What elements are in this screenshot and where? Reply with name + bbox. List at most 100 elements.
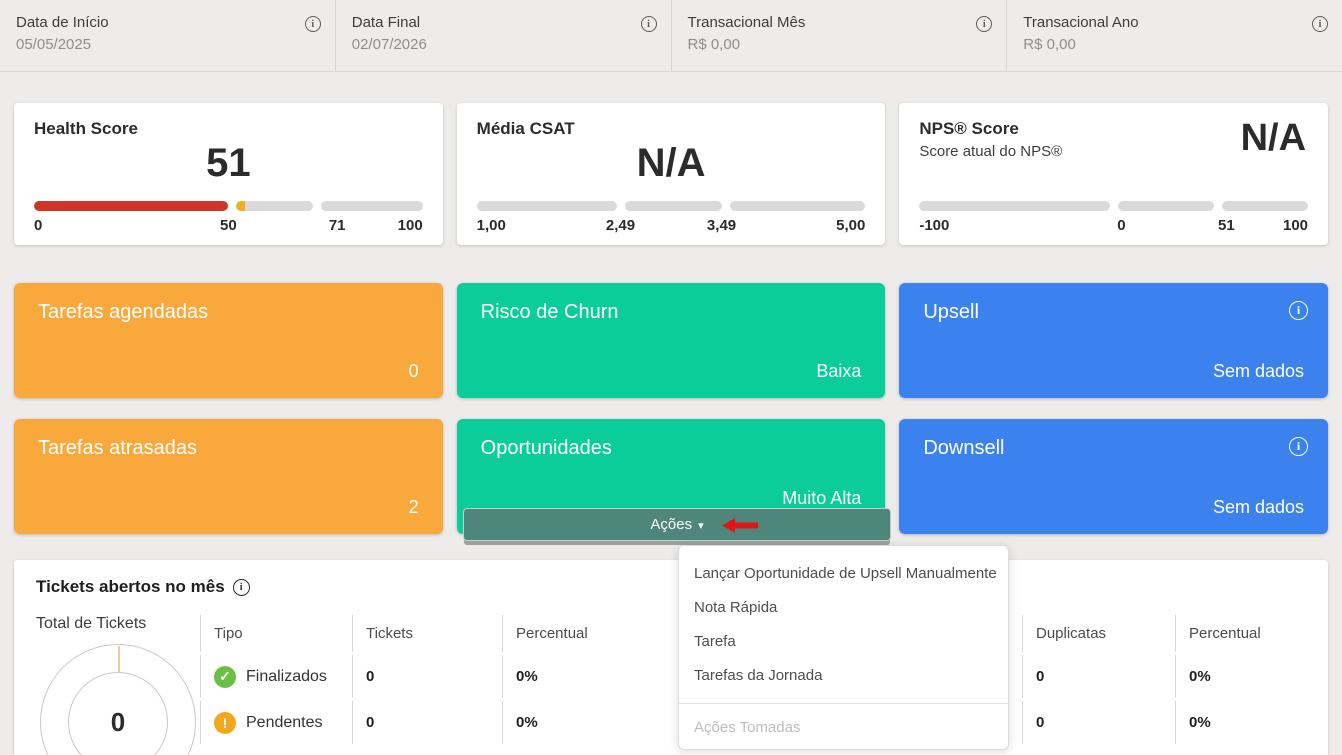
- tile-value: Sem dados: [1212, 361, 1305, 381]
- tick-label: 100: [1282, 217, 1309, 234]
- menu-divider: [679, 703, 1008, 704]
- info-icon[interactable]: i: [1289, 301, 1309, 320]
- warning-circle-icon: !: [214, 711, 236, 734]
- gauge-segment-high: [320, 201, 423, 211]
- tile-value: 2: [408, 497, 419, 517]
- kpi-value: R$ 0,00: [1023, 36, 1076, 53]
- card-title: NPS® Score: [919, 119, 1019, 138]
- kpi-label: Transacional Mês: [687, 14, 806, 31]
- column-header: Tipo: [200, 615, 352, 652]
- info-icon[interactable]: i: [976, 16, 993, 32]
- tick-label: 71: [328, 217, 346, 234]
- column-duplicatas: Duplicatas 0 0: [1022, 615, 1175, 747]
- tickets-heading-label: Tickets abertos no mês: [36, 577, 225, 596]
- info-icon[interactable]: i: [640, 16, 657, 32]
- gauge-segment: [624, 201, 723, 211]
- acoes-dropdown-menu: Lançar Oportunidade de Upsell Manualment…: [678, 545, 1009, 750]
- red-arrow-annotation: [722, 518, 758, 533]
- tick-label: 2,49: [605, 217, 636, 234]
- tick-label: 100: [397, 217, 423, 234]
- gauge-ticks: -100 0 51 100: [919, 217, 1308, 235]
- tickets-donut-chart: 0: [40, 644, 196, 755]
- tick-label: -100: [919, 217, 950, 234]
- tile-title: Tarefas atrasadas: [38, 437, 197, 459]
- menu-item-tarefa[interactable]: Tarefa: [694, 632, 736, 650]
- tick-label: 51: [1218, 217, 1235, 234]
- row-type-label: Pendentes: [246, 713, 323, 731]
- table-cell: 0%: [502, 701, 652, 744]
- nps-value: N/A: [1240, 117, 1307, 159]
- tile-title: Oportunidades: [480, 437, 612, 459]
- tile-value: Sem dados: [1212, 497, 1305, 517]
- table-cell: 0%: [1175, 655, 1325, 698]
- gauge-marker: [236, 201, 246, 211]
- menu-item-nota-rapida[interactable]: Nota Rápida: [694, 598, 778, 616]
- total-tickets-label: Total de Tickets: [36, 615, 147, 632]
- tick-label: 1,00: [476, 217, 506, 234]
- kpi-value: 05/05/2025: [16, 36, 92, 53]
- gauge-segment: [1117, 201, 1215, 211]
- tile-downsell: Downsell i Sem dados: [899, 419, 1329, 534]
- gauge-segment: [730, 201, 866, 211]
- kpi-label: Data de Início: [16, 14, 109, 31]
- column-tickets: Tickets 0 0: [352, 615, 502, 747]
- tile-tarefas-agendadas: Tarefas agendadas 0: [14, 283, 443, 398]
- kpi-value: 02/07/2026: [351, 36, 427, 53]
- tickets-heading: Tickets abertos no mês i: [36, 577, 250, 597]
- info-icon[interactable]: i: [1312, 16, 1328, 32]
- caret-down-icon: ▾: [698, 520, 704, 532]
- tile-value: 0: [408, 361, 419, 381]
- gauge-ticks: 0 50 71 100: [34, 217, 423, 235]
- donut-total-value: 0: [68, 672, 168, 755]
- column-header: Percentual: [502, 615, 652, 652]
- info-icon[interactable]: i: [232, 578, 250, 596]
- menu-item-acoes-tomadas: Ações Tomadas: [694, 718, 801, 736]
- kpi-transacional-ano: Transacional Ano i R$ 0,00: [1007, 0, 1342, 71]
- gauge-segment-red: [34, 201, 229, 211]
- csat-card: Média CSAT N/A 1,00 2,49 3,49 5,00: [456, 103, 886, 245]
- kpi-value: R$ 0,00: [687, 36, 741, 53]
- health-score-card: Health Score 51 0 50 71 100: [14, 103, 443, 245]
- kpi-topbar: Data de Início i 05/05/2025 Data Final i…: [0, 0, 1342, 72]
- nps-card: NPS® Score Score atual do NPS® N/A -100 …: [899, 103, 1329, 245]
- kpi-label: Transacional Ano: [1023, 14, 1139, 31]
- table-cell: 0%: [502, 655, 652, 698]
- menu-item-lancar-oportunidade[interactable]: Lançar Oportunidade de Upsell Manualment…: [694, 564, 997, 582]
- acoes-button[interactable]: Ações ▾: [463, 508, 891, 541]
- gauge-segment: [476, 201, 617, 211]
- gauge-segment: [919, 201, 1110, 211]
- gauge-segment: [1222, 201, 1309, 211]
- health-score-gauge: [34, 201, 423, 211]
- tile-title: Risco de Churn: [480, 301, 619, 323]
- tile-value: Baixa: [816, 361, 862, 381]
- tiles-row-1: Tarefas agendadas 0 Risco de Churn Baixa…: [14, 283, 1329, 398]
- kpi-transacional-mes: Transacional Mês i R$ 0,00: [672, 0, 1008, 71]
- table-cell: 0: [352, 701, 502, 744]
- info-icon[interactable]: i: [304, 16, 321, 32]
- tile-title: Tarefas agendadas: [38, 301, 209, 323]
- kpi-data-inicio: Data de Início i 05/05/2025: [0, 0, 336, 71]
- tick-label: 0: [1117, 217, 1126, 234]
- score-cards-row: Health Score 51 0 50 71 100 Média CSAT N…: [14, 103, 1329, 245]
- nps-gauge: [919, 201, 1309, 211]
- table-cell: 0: [352, 655, 502, 698]
- tick-label: 0: [34, 217, 43, 234]
- tile-title: Downsell: [923, 437, 1005, 459]
- health-score-value: 51: [206, 141, 251, 185]
- table-cell: 0%: [1175, 701, 1325, 744]
- card-title: Média CSAT: [476, 119, 575, 138]
- tickets-section: Tickets abertos no mês i Total de Ticket…: [14, 560, 1328, 755]
- menu-item-tarefas-da-jornada[interactable]: Tarefas da Jornada: [694, 666, 823, 684]
- check-circle-icon: ✓: [214, 665, 236, 688]
- tile-value: Muito Alta: [782, 488, 862, 508]
- gauge-segment-mid: [236, 201, 313, 211]
- tile-tarefas-atrasadas: Tarefas atrasadas 2: [14, 419, 443, 534]
- kpi-label: Data Final: [351, 14, 421, 31]
- column-tipo: Tipo ✓ Finalizados ! Pendentes: [200, 615, 352, 747]
- row-type-label: Finalizados: [246, 667, 327, 685]
- tick-label: 3,49: [706, 217, 737, 234]
- info-icon[interactable]: i: [1289, 437, 1309, 456]
- tick-label: 50: [219, 217, 237, 234]
- table-row: ! Pendentes: [200, 701, 352, 744]
- card-subtitle: Score atual do NPS®: [919, 143, 1063, 160]
